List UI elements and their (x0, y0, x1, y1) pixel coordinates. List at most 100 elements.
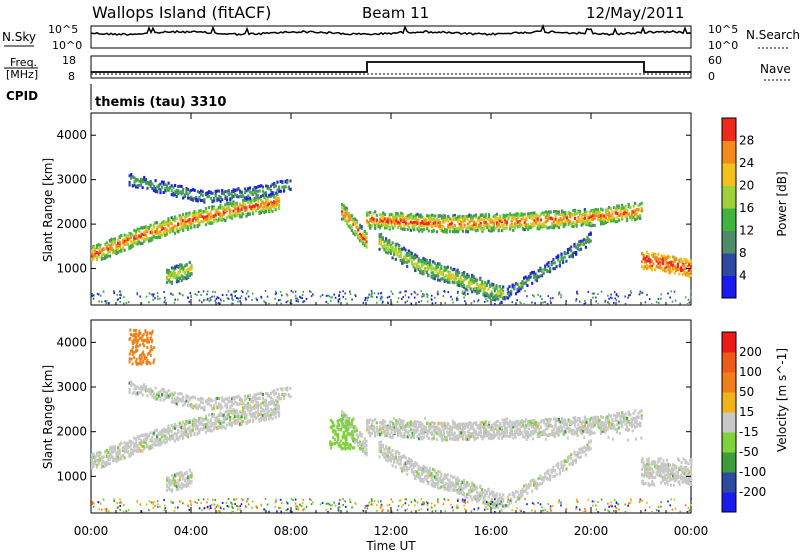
velocity-cell (167, 427, 170, 430)
power-cell (409, 250, 412, 254)
power-cell (360, 225, 363, 229)
power-cell (211, 221, 214, 225)
velocity-cell (263, 418, 266, 422)
power-cell (617, 213, 621, 217)
power-cell (141, 180, 144, 184)
power-cell (231, 297, 233, 300)
velocity-cell (393, 429, 396, 433)
velocity-cell (342, 414, 345, 418)
power-cell (394, 257, 397, 261)
velocity-cell (152, 442, 155, 446)
velocity-cell (178, 425, 181, 429)
power-cell (379, 220, 382, 224)
power-cell (379, 225, 382, 229)
y-tick-label: 3000 (56, 173, 87, 187)
velocity-cell (260, 402, 263, 406)
power-cell (451, 298, 454, 301)
power-cell (504, 214, 507, 218)
power-cell (576, 243, 579, 247)
power-cell (600, 220, 603, 224)
power-cell (639, 214, 642, 217)
power-cell (417, 264, 420, 268)
velocity-cell (216, 406, 219, 410)
velocity-cell (276, 406, 279, 410)
power-cell (461, 280, 464, 284)
velocity-cell (261, 408, 264, 412)
power-cell (641, 260, 644, 264)
power-cell (544, 264, 547, 268)
power-cell (445, 274, 448, 278)
velocity-cell (144, 436, 147, 440)
velocity-cell (403, 427, 406, 431)
power-cell (662, 257, 665, 261)
power-cell (213, 197, 216, 200)
velocity-cell (276, 404, 279, 407)
power-cell (211, 207, 214, 211)
velocity-cell (269, 408, 272, 411)
power-cell (97, 252, 100, 256)
velocity-cell (108, 451, 112, 455)
power-cell (483, 215, 486, 219)
power-cell (196, 294, 198, 297)
power-cell (91, 249, 94, 253)
power-cell (663, 269, 666, 273)
power-cell (613, 217, 616, 221)
power-cell (182, 223, 185, 227)
power-cell (613, 206, 616, 210)
velocity-cell (248, 412, 251, 416)
power-cell (238, 209, 242, 213)
power-cell (505, 213, 508, 217)
power-cell (422, 256, 425, 260)
velocity-cell (170, 474, 174, 478)
power-cell (510, 225, 513, 229)
velocity-cell (170, 434, 173, 438)
power-cell (386, 240, 389, 244)
power-cell (655, 264, 658, 268)
nave-tick-high: 60 (708, 54, 722, 67)
power-cell (604, 210, 608, 214)
power-cell (159, 182, 162, 186)
power-cell (263, 202, 266, 205)
power-cell (125, 234, 128, 238)
power-cell (117, 238, 120, 242)
power-cell (389, 252, 393, 255)
power-cell (352, 219, 355, 223)
noise-panel: N.Sky 10^5 10^0 10^5 10^0 N.Search (2, 23, 800, 52)
power-cell (396, 242, 399, 246)
power-cell (274, 293, 277, 296)
power-cell (689, 274, 692, 277)
power-cell (589, 231, 592, 235)
power-cell (182, 191, 185, 195)
power-cell (243, 209, 246, 213)
power-cell (523, 220, 526, 224)
power-cell (502, 223, 505, 227)
velocity-cell (196, 397, 199, 401)
velocity-cell (156, 433, 159, 437)
velocity-cell (118, 457, 121, 461)
power-cell (125, 302, 128, 305)
power-cell (526, 212, 530, 216)
velocity-cell (201, 418, 204, 422)
velocity-cell (222, 420, 225, 424)
power-cell (660, 261, 663, 265)
velocity-cell (112, 450, 115, 454)
power-cell (539, 295, 542, 298)
power-cell (248, 205, 251, 209)
velocity-cell (245, 420, 248, 424)
power-cell (560, 258, 563, 262)
power-cell (671, 263, 675, 267)
velocity-cell (439, 434, 442, 438)
power-cell (206, 293, 208, 296)
velocity-cell (217, 418, 220, 421)
power-cell (588, 216, 591, 220)
power-cell (235, 188, 238, 192)
power-cell (186, 225, 190, 229)
power-cell (646, 293, 648, 296)
power-cell (523, 218, 526, 222)
power-cell (175, 274, 178, 278)
velocity-cell (136, 446, 139, 450)
power-cell (388, 218, 391, 222)
power-cell (527, 275, 531, 279)
power-cell (282, 189, 286, 193)
